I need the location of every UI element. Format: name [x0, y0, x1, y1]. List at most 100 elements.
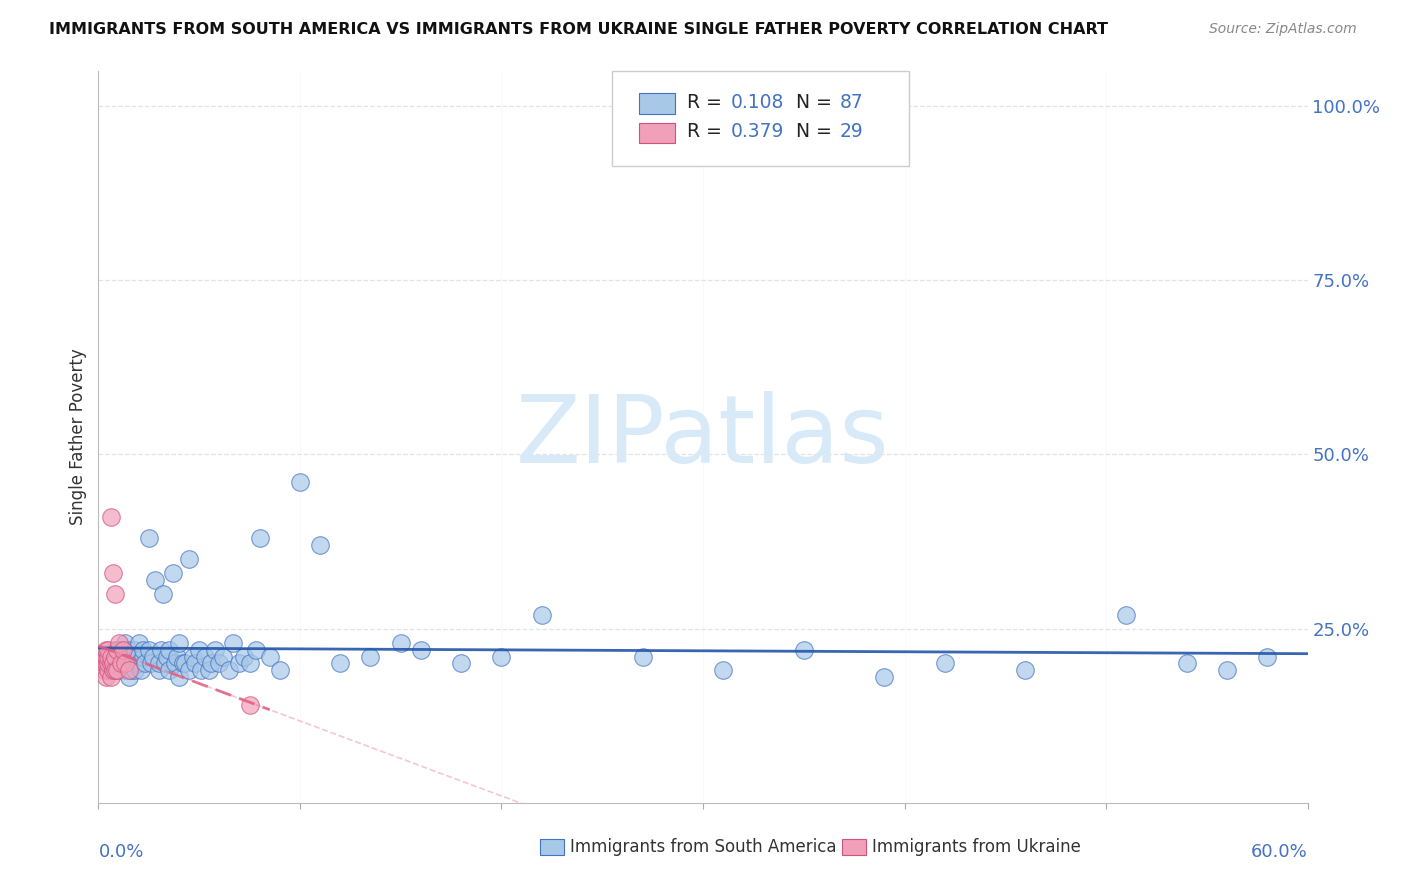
- Point: [132, 642, 155, 657]
- Text: R =: R =: [688, 93, 728, 112]
- Point: [222, 635, 245, 649]
- Point: [409, 642, 432, 657]
- Point: [96, 657, 118, 671]
- Point: [105, 664, 128, 678]
- Point: [96, 649, 118, 664]
- Point: [148, 657, 170, 671]
- Point: [93, 664, 115, 678]
- Point: [96, 670, 118, 684]
- Point: [103, 587, 125, 601]
- Point: [934, 657, 956, 671]
- Point: [166, 649, 188, 664]
- Point: [711, 664, 734, 678]
- Point: [132, 649, 155, 664]
- Point: [389, 635, 412, 649]
- Point: [245, 642, 267, 657]
- Point: [194, 649, 217, 664]
- Point: [100, 510, 122, 524]
- Point: [204, 642, 226, 657]
- Text: R =: R =: [688, 122, 728, 141]
- Point: [249, 531, 271, 545]
- Point: [124, 642, 146, 657]
- Point: [1175, 657, 1198, 671]
- Point: [93, 649, 115, 664]
- Point: [288, 475, 311, 490]
- Point: [142, 649, 165, 664]
- Point: [128, 635, 150, 649]
- Point: [181, 649, 204, 664]
- Point: [631, 649, 654, 664]
- Point: [179, 552, 201, 566]
- FancyBboxPatch shape: [638, 122, 675, 143]
- Point: [110, 649, 132, 664]
- Text: Source: ZipAtlas.com: Source: ZipAtlas.com: [1209, 22, 1357, 37]
- Point: [1256, 649, 1278, 664]
- Point: [110, 657, 132, 671]
- Point: [114, 635, 136, 649]
- Text: N =: N =: [796, 122, 838, 141]
- Point: [118, 670, 141, 684]
- Point: [232, 649, 254, 664]
- Point: [121, 657, 143, 671]
- FancyBboxPatch shape: [638, 94, 675, 114]
- Point: [269, 664, 291, 678]
- Point: [100, 670, 122, 684]
- Point: [179, 664, 201, 678]
- Point: [153, 657, 176, 671]
- Point: [124, 664, 146, 678]
- Point: [167, 635, 190, 649]
- Point: [163, 657, 186, 671]
- Point: [1115, 607, 1137, 622]
- Point: [239, 698, 262, 713]
- Point: [128, 657, 150, 671]
- Point: [97, 657, 120, 671]
- Point: [111, 642, 134, 657]
- Point: [793, 642, 815, 657]
- Point: [114, 657, 136, 671]
- Point: [103, 649, 125, 664]
- Point: [152, 587, 174, 601]
- Point: [101, 566, 124, 580]
- Point: [101, 649, 124, 664]
- Point: [172, 657, 194, 671]
- Point: [190, 664, 212, 678]
- Point: [188, 642, 211, 657]
- Text: 87: 87: [839, 93, 863, 112]
- Point: [139, 657, 162, 671]
- Point: [873, 670, 896, 684]
- Point: [309, 538, 332, 552]
- Point: [97, 649, 120, 664]
- Point: [100, 657, 122, 671]
- Point: [97, 664, 120, 678]
- Point: [115, 657, 138, 671]
- Text: 60.0%: 60.0%: [1251, 843, 1308, 861]
- Point: [107, 635, 129, 649]
- Point: [157, 664, 180, 678]
- Point: [184, 657, 207, 671]
- Point: [107, 657, 129, 671]
- Point: [329, 657, 352, 671]
- Point: [103, 664, 125, 678]
- Text: 29: 29: [839, 122, 863, 141]
- Point: [97, 657, 120, 671]
- Text: N =: N =: [796, 93, 838, 112]
- Point: [228, 657, 250, 671]
- Point: [107, 664, 129, 678]
- Point: [148, 664, 170, 678]
- Point: [138, 531, 160, 545]
- Point: [360, 649, 382, 664]
- Point: [118, 642, 141, 657]
- Point: [134, 657, 156, 671]
- Point: [114, 664, 136, 678]
- FancyBboxPatch shape: [842, 839, 866, 855]
- Point: [143, 573, 166, 587]
- Point: [200, 657, 222, 671]
- Point: [100, 649, 122, 664]
- Text: Immigrants from Ukraine: Immigrants from Ukraine: [872, 838, 1081, 855]
- Point: [105, 642, 128, 657]
- FancyBboxPatch shape: [540, 839, 564, 855]
- Y-axis label: Single Father Poverty: Single Father Poverty: [69, 349, 87, 525]
- Point: [157, 642, 180, 657]
- Point: [259, 649, 281, 664]
- Point: [212, 649, 235, 664]
